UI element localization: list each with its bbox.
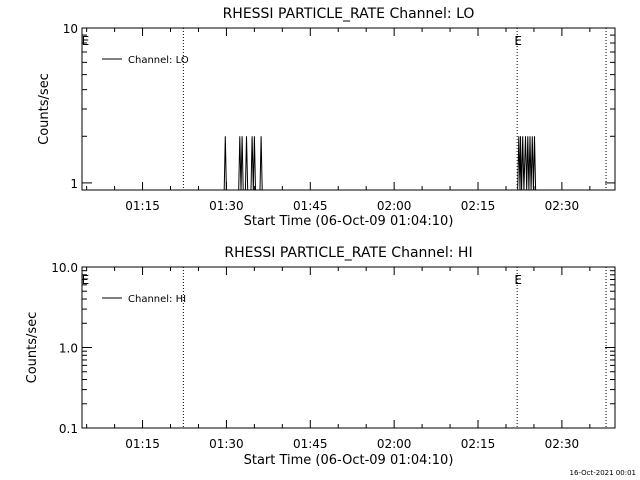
lo-channel-panel: RHESSI PARTICLE_RATE Channel: LO 01:15 01:… bbox=[37, 6, 616, 229]
event-marker-label: E bbox=[82, 273, 90, 287]
chart-title: RHESSI PARTICLE_RATE Channel: LO bbox=[223, 6, 475, 22]
series-line bbox=[82, 136, 615, 191]
legend-label: Channel: HI bbox=[128, 294, 186, 305]
x-tick-label: 02:00 bbox=[377, 437, 412, 451]
y-tick-label: 1 bbox=[70, 177, 78, 191]
y-tick-label: 1.0 bbox=[59, 342, 78, 356]
y-tick-label: 0.1 bbox=[59, 422, 78, 436]
plot-frame bbox=[81, 266, 616, 429]
x-axis-label: Start Time (06-Oct-09 01:04:10) bbox=[244, 214, 454, 229]
y-axis-label: Counts/sec bbox=[25, 312, 40, 384]
x-tick-label: 02:30 bbox=[545, 199, 580, 213]
x-tick-label: 01:45 bbox=[293, 437, 328, 451]
y-axis-label: Counts/sec bbox=[37, 73, 52, 145]
legend-label: Channel: LO bbox=[128, 55, 189, 66]
chart-title: RHESSI PARTICLE_RATE Channel: HI bbox=[224, 245, 472, 261]
x-tick-label: 02:00 bbox=[377, 199, 412, 213]
x-tick-label: 01:15 bbox=[125, 437, 160, 451]
x-tick-label: 01:30 bbox=[209, 199, 244, 213]
x-tick-label: 02:15 bbox=[461, 437, 496, 451]
x-tick-label: 02:15 bbox=[461, 199, 496, 213]
x-tick-label: 02:30 bbox=[545, 437, 580, 451]
hi-channel-panel: RHESSI PARTICLE_RATE Channel: HI 01:15 01:… bbox=[25, 245, 616, 468]
footer-timestamp: 16-Oct-2021 00:01 bbox=[570, 469, 636, 477]
x-tick-label: 01:15 bbox=[125, 199, 160, 213]
y-tick-label: 10 bbox=[63, 22, 78, 36]
event-marker-label: E bbox=[82, 34, 90, 48]
x-tick-label: 01:30 bbox=[209, 437, 244, 451]
y-tick-label: 10.0 bbox=[51, 261, 78, 275]
event-marker-label: E bbox=[514, 34, 522, 48]
x-axis-label: Start Time (06-Oct-09 01:04:10) bbox=[244, 453, 454, 468]
x-tick-label: 01:45 bbox=[293, 199, 328, 213]
event-marker-label: E bbox=[514, 273, 522, 287]
